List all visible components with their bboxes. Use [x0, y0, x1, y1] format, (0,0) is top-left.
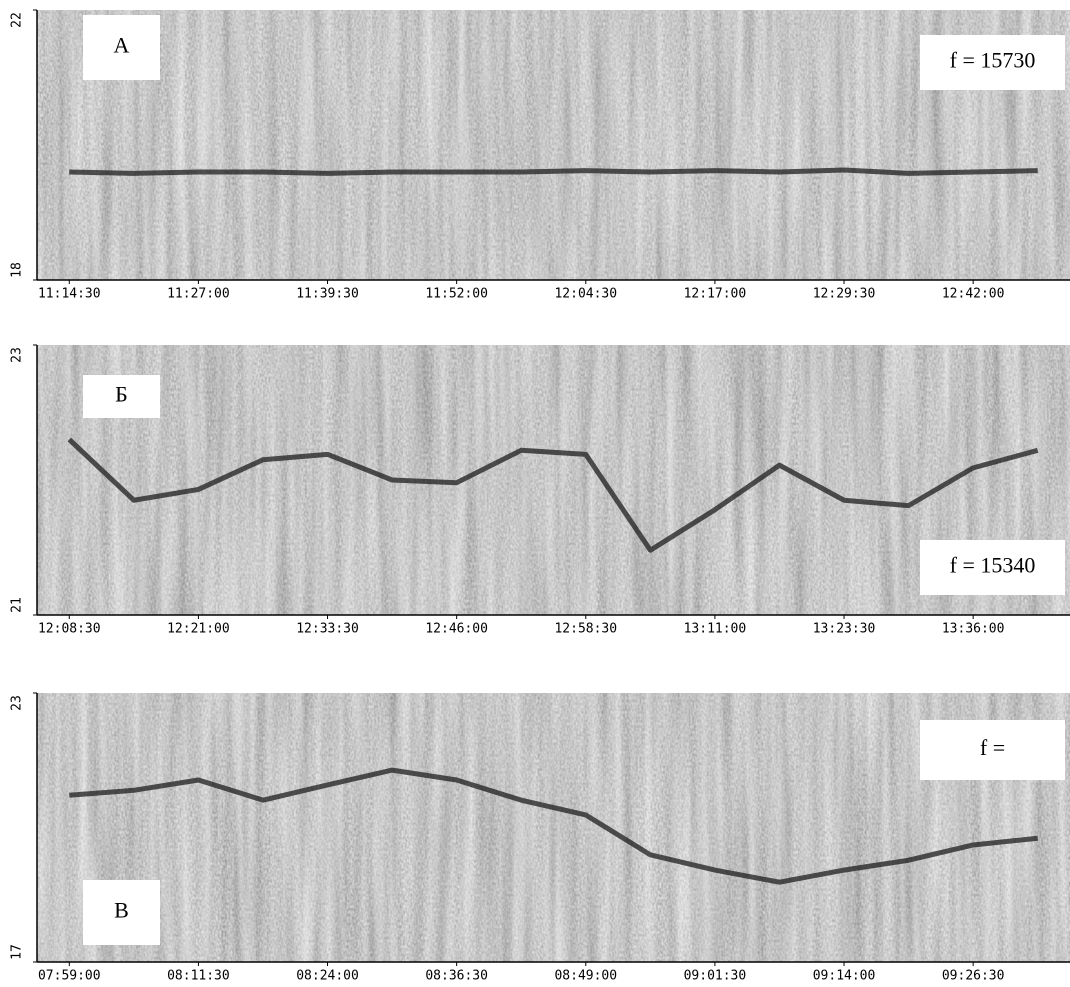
x-tick-label: 12:33:30 — [296, 622, 359, 637]
annotation-box — [83, 15, 160, 80]
x-tick-label: 13:36:00 — [942, 622, 1005, 637]
annotation: f = 15340 — [950, 553, 1036, 578]
trace-line — [67, 437, 1039, 553]
y-tick-label: 22 — [10, 12, 25, 28]
trace-line — [69, 767, 1038, 885]
annotation: А — [114, 33, 130, 58]
annotation-box — [920, 540, 1065, 595]
x-tick-label: 12:08:30 — [38, 622, 101, 637]
x-tick-label: 12:29:30 — [813, 287, 876, 302]
x-tick-label: 08:49:00 — [554, 969, 617, 984]
annotation: В — [114, 898, 129, 923]
y-tick-label: 17 — [10, 944, 25, 960]
x-tick-label: 08:24:00 — [296, 969, 359, 984]
x-tick-label: 12:46:00 — [425, 622, 488, 637]
annotation-box — [83, 375, 160, 418]
x-tick-label: 12:58:30 — [554, 622, 617, 637]
x-tick-label: 13:11:00 — [684, 622, 747, 637]
x-tick-label: 09:14:00 — [813, 969, 876, 984]
x-tick-label: 07:59:00 — [38, 969, 101, 984]
annotation-box — [920, 35, 1065, 90]
y-tick-label: 21 — [10, 597, 25, 613]
x-tick-label: 08:36:30 — [425, 969, 488, 984]
x-tick-label: 12:04:30 — [554, 287, 617, 302]
spectrogram-background — [37, 345, 1070, 615]
annotation: f = — [980, 735, 1005, 760]
x-tick-label: 11:27:00 — [167, 287, 230, 302]
trace-line — [69, 167, 1038, 176]
x-tick-label: 13:23:30 — [813, 622, 876, 637]
x-tick-label: 12:42:00 — [942, 287, 1005, 302]
annotation-box — [83, 880, 160, 945]
x-tick-label: 08:11:30 — [167, 969, 230, 984]
x-tick-label: 09:01:30 — [684, 969, 747, 984]
x-tick-label: 09:26:30 — [942, 969, 1005, 984]
y-tick-label: 18 — [10, 262, 25, 278]
y-tick-label: 23 — [10, 695, 25, 711]
y-tick-label: 23 — [10, 347, 25, 363]
x-tick-label: 12:17:00 — [684, 287, 747, 302]
annotation-box — [920, 720, 1065, 780]
x-tick-label: 12:21:00 — [167, 622, 230, 637]
x-tick-label: 11:39:30 — [296, 287, 359, 302]
x-tick-label: 11:14:30 — [38, 287, 101, 302]
annotation: f = 15730 — [950, 48, 1036, 73]
annotation: Б — [115, 382, 128, 407]
x-tick-label: 11:52:00 — [425, 287, 488, 302]
spectrogram-background — [37, 693, 1070, 962]
spectrogram-background — [37, 10, 1070, 280]
